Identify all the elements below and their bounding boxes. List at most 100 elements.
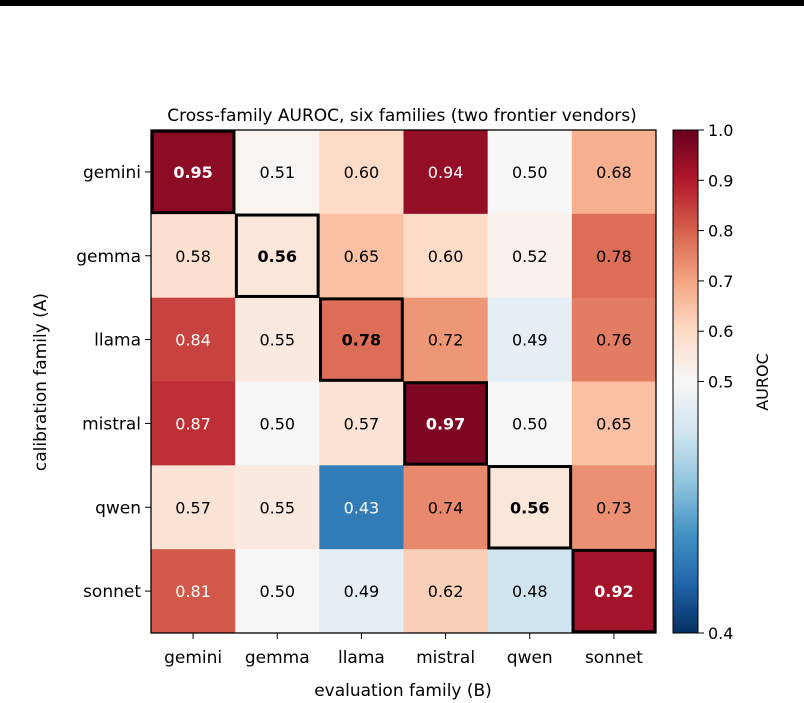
cell-value-label: 0.81 bbox=[175, 582, 211, 601]
heatmap-cell bbox=[487, 549, 573, 634]
heatmap-cell bbox=[403, 465, 489, 550]
heatmap-cell bbox=[151, 381, 236, 466]
heatmap-cell bbox=[151, 549, 236, 634]
x-tick-label: mistral bbox=[416, 648, 475, 668]
y-axis-label: calibration family (A) bbox=[31, 293, 51, 471]
y-tick-label: mistral bbox=[82, 414, 141, 434]
heatmap-cell bbox=[487, 465, 573, 550]
y-tick-label: sonnet bbox=[83, 582, 141, 602]
cell-value-label: 0.51 bbox=[259, 163, 295, 182]
heatmap-cell bbox=[235, 381, 320, 466]
heatmap-cells: 0.95 0.51 0.60 0.94 0.50 0.68 0.58 0.56 0.65 0.60… bbox=[151, 130, 657, 634]
diagonal-highlight-box bbox=[150, 129, 236, 215]
diagonal-highlight-box bbox=[487, 465, 573, 550]
heatmap-cell bbox=[487, 297, 573, 382]
cell-value-label: 0.62 bbox=[428, 582, 464, 601]
cell-value-label: 0.94 bbox=[428, 163, 464, 182]
heatmap-cell bbox=[235, 297, 320, 382]
x-axis-label: evaluation family (B) bbox=[314, 681, 492, 701]
heatmap-cell bbox=[319, 465, 404, 550]
cell-value-label: 0.97 bbox=[426, 414, 465, 433]
cell-value-label: 0.72 bbox=[428, 331, 464, 350]
heatmap-cell bbox=[487, 213, 573, 299]
y-tick-label: gemini bbox=[83, 163, 141, 183]
colorbar-tick-label: 0.6 bbox=[708, 322, 733, 341]
cell-value-label: 0.56 bbox=[258, 247, 297, 266]
colorbar-tick-label: 1.0 bbox=[708, 121, 733, 140]
cell-value-label: 0.50 bbox=[259, 414, 295, 433]
heatmap-cell bbox=[403, 381, 489, 466]
heatmap-cell bbox=[571, 213, 657, 299]
heatmap-cell bbox=[319, 297, 404, 382]
cell-value-label: 0.78 bbox=[596, 247, 632, 266]
diagonal-highlights bbox=[150, 129, 657, 634]
heatmap-cell bbox=[571, 549, 657, 634]
cell-value-label: 0.57 bbox=[344, 414, 380, 433]
heatmap-cell bbox=[487, 130, 573, 215]
colorbar bbox=[672, 129, 699, 634]
heatmap-cell bbox=[151, 297, 236, 382]
cell-value-label: 0.56 bbox=[510, 498, 549, 517]
heatmap-cell bbox=[319, 130, 404, 215]
heatmap-cell bbox=[235, 213, 320, 299]
chart-title: Cross-family AUROC, six families (two fr… bbox=[167, 106, 636, 126]
cell-value-label: 0.78 bbox=[342, 331, 381, 350]
y-tick-label: llama bbox=[94, 331, 141, 351]
cell-value-label: 0.55 bbox=[259, 498, 295, 517]
heatmap-cell bbox=[151, 213, 236, 299]
plot-frame bbox=[150, 129, 657, 634]
heatmap-cell bbox=[319, 549, 404, 634]
diagonal-highlight-box bbox=[234, 213, 320, 298]
heatmap-cell bbox=[151, 465, 236, 550]
diagonal-highlight-box bbox=[403, 381, 488, 466]
heatmap-cell bbox=[403, 297, 489, 382]
cell-value-label: 0.95 bbox=[173, 163, 212, 182]
heatmap-cell bbox=[403, 549, 489, 634]
cell-value-label: 0.65 bbox=[344, 247, 380, 266]
colorbar-tick-label: 0.7 bbox=[708, 272, 733, 291]
cell-value-label: 0.58 bbox=[175, 247, 211, 266]
x-tick-label: gemini bbox=[164, 648, 222, 668]
cell-value-label: 0.73 bbox=[596, 498, 632, 517]
cell-value-label: 0.92 bbox=[594, 582, 633, 601]
cell-value-label: 0.57 bbox=[175, 498, 211, 517]
colorbar-tick-label: 0.9 bbox=[708, 171, 733, 190]
colorbar-tick-label: 0.8 bbox=[708, 222, 733, 241]
cell-value-label: 0.48 bbox=[512, 582, 548, 601]
cell-value-label: 0.87 bbox=[175, 414, 211, 433]
colorbar-tick-label: 0.5 bbox=[708, 373, 733, 392]
heatmap-cell bbox=[235, 549, 320, 634]
cell-value-label: 0.60 bbox=[344, 163, 380, 182]
heatmap-cell bbox=[403, 130, 489, 215]
heatmap-cell bbox=[571, 130, 657, 215]
diagonal-highlight-box bbox=[319, 297, 404, 382]
heatmap-cell bbox=[319, 213, 404, 299]
colorbar-tick-label: 0.4 bbox=[708, 624, 733, 643]
x-tick-label: gemma bbox=[245, 648, 310, 668]
y-tick-label: gemma bbox=[76, 247, 141, 267]
x-axis-ticks: gemini gemma llama mistral qwen sonnet bbox=[164, 633, 643, 668]
y-axis-ticks: gemini gemma llama mistral qwen sonnet bbox=[76, 163, 151, 602]
cell-value-label: 0.43 bbox=[344, 498, 380, 517]
heatmap-cell bbox=[235, 465, 320, 550]
x-tick-label: llama bbox=[338, 648, 385, 668]
cell-value-label: 0.76 bbox=[596, 331, 632, 350]
colorbar-label: AUROC bbox=[753, 353, 772, 411]
heatmap-cell bbox=[571, 297, 657, 382]
cell-value-label: 0.52 bbox=[512, 247, 548, 266]
cell-value-label: 0.84 bbox=[175, 331, 211, 350]
heatmap-cell bbox=[571, 465, 657, 550]
cell-value-label: 0.50 bbox=[512, 414, 548, 433]
heatmap-cell bbox=[151, 130, 236, 215]
cell-value-label: 0.50 bbox=[512, 163, 548, 182]
x-tick-label: qwen bbox=[507, 648, 553, 668]
heatmap-cell bbox=[319, 381, 404, 466]
cell-value-label: 0.74 bbox=[428, 498, 464, 517]
x-tick-label: sonnet bbox=[585, 648, 643, 668]
colorbar-ticks: 0.4 0.5 0.6 0.7 0.8 0.9 1.0 bbox=[698, 121, 733, 643]
heatmap-cell bbox=[235, 130, 320, 215]
heatmap-cell bbox=[571, 381, 657, 466]
cell-value-label: 0.49 bbox=[512, 331, 548, 350]
cell-value-label: 0.60 bbox=[428, 247, 464, 266]
